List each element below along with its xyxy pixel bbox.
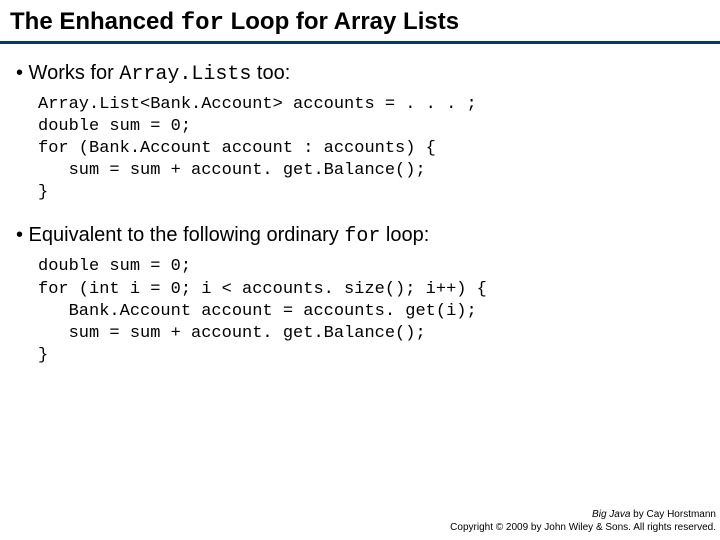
content-area: • Works for Array.Lists too: Array.List<… bbox=[0, 44, 720, 367]
title-post: Loop for Array Lists bbox=[224, 8, 459, 35]
title-mono: for bbox=[181, 10, 224, 37]
bullet2-pre: • Equivalent to the following ordinary bbox=[16, 224, 344, 246]
bullet1-mono: Array.Lists bbox=[119, 63, 251, 86]
bullet1-post: too: bbox=[251, 62, 290, 84]
bullet2-post: loop: bbox=[380, 224, 429, 246]
bullet-1: • Works for Array.Lists too: bbox=[16, 62, 710, 86]
footer-by: by Cay Horstmann bbox=[630, 509, 716, 520]
footer: Big Java by Cay Horstmann Copyright © 20… bbox=[450, 508, 716, 534]
bullet-2: • Equivalent to the following ordinary f… bbox=[16, 224, 710, 248]
footer-book-title: Big Java bbox=[592, 509, 630, 520]
title-pre: The Enhanced bbox=[10, 8, 181, 35]
slide-title: The Enhanced for Loop for Array Lists bbox=[10, 8, 459, 35]
title-bar: The Enhanced for Loop for Array Lists bbox=[0, 0, 720, 44]
code-block-2: double sum = 0; for (int i = 0; i < acco… bbox=[38, 256, 710, 366]
footer-copyright: Copyright © 2009 by John Wiley & Sons. A… bbox=[450, 521, 716, 534]
bullet1-pre: • Works for bbox=[16, 62, 119, 84]
footer-line1: Big Java by Cay Horstmann bbox=[450, 508, 716, 521]
code-block-1: Array.List<Bank.Account> accounts = . . … bbox=[38, 94, 710, 204]
bullet2-mono: for bbox=[344, 225, 380, 248]
